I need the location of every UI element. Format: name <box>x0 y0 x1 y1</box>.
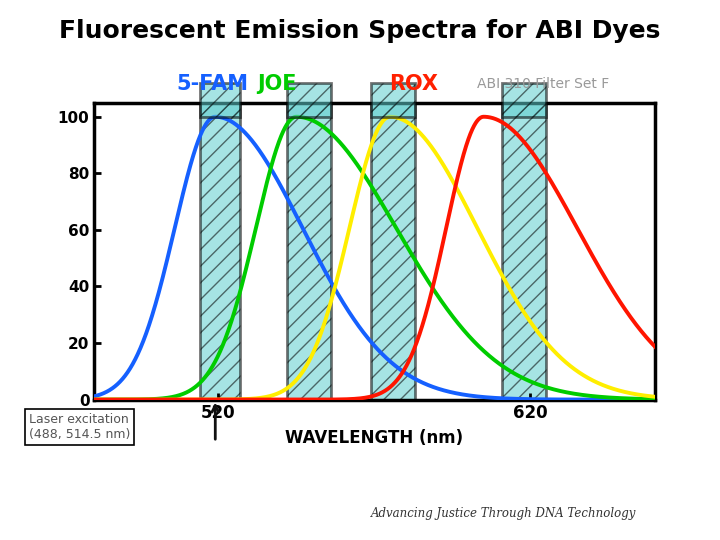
Text: ABI 310 Filter Set F: ABI 310 Filter Set F <box>477 77 610 91</box>
Text: DNA: DNA <box>235 497 305 524</box>
Bar <box>287 75 330 400</box>
Text: ROX: ROX <box>390 73 438 94</box>
Bar <box>372 75 415 400</box>
Bar <box>199 75 240 400</box>
Text: 5-FAM: 5-FAM <box>176 73 248 94</box>
Text: JOE: JOE <box>258 73 297 94</box>
Text: INITIATIVE: INITIATIVE <box>242 524 298 535</box>
Bar <box>199 83 240 117</box>
Bar <box>287 83 330 117</box>
X-axis label: WAVELENGTH (nm): WAVELENGTH (nm) <box>285 429 464 447</box>
Text: Advancing Justice Through DNA Technology: Advancing Justice Through DNA Technology <box>372 507 636 519</box>
Text: Laser excitation
(488, 514.5 nm): Laser excitation (488, 514.5 nm) <box>29 413 130 441</box>
Bar <box>503 83 546 117</box>
Bar <box>503 75 546 400</box>
Text: PRESIDENT'S: PRESIDENT'S <box>180 501 252 511</box>
Bar <box>372 83 415 117</box>
Text: Fluorescent Emission Spectra for ABI Dyes: Fluorescent Emission Spectra for ABI Dye… <box>59 19 661 43</box>
